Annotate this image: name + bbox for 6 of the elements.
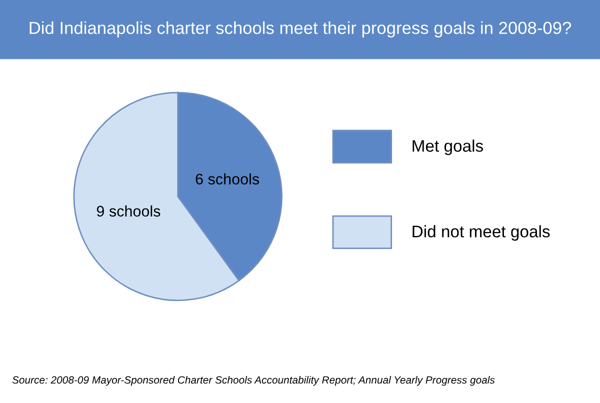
data-label: 9 schools (96, 205, 160, 217)
data-label: 6 schools (196, 173, 260, 185)
chart-title: Did Indianapolis charter schools meet their progress goals in 2008-09? (30, 21, 572, 38)
legend-label: Did not meet goals (412, 225, 550, 241)
source-note: Source: 2008-09 Mayor-Sponsored Charter Schools Accountability Report; Annual Yearly Progress goals (12, 376, 495, 386)
legend-label: Met goals (412, 140, 483, 156)
